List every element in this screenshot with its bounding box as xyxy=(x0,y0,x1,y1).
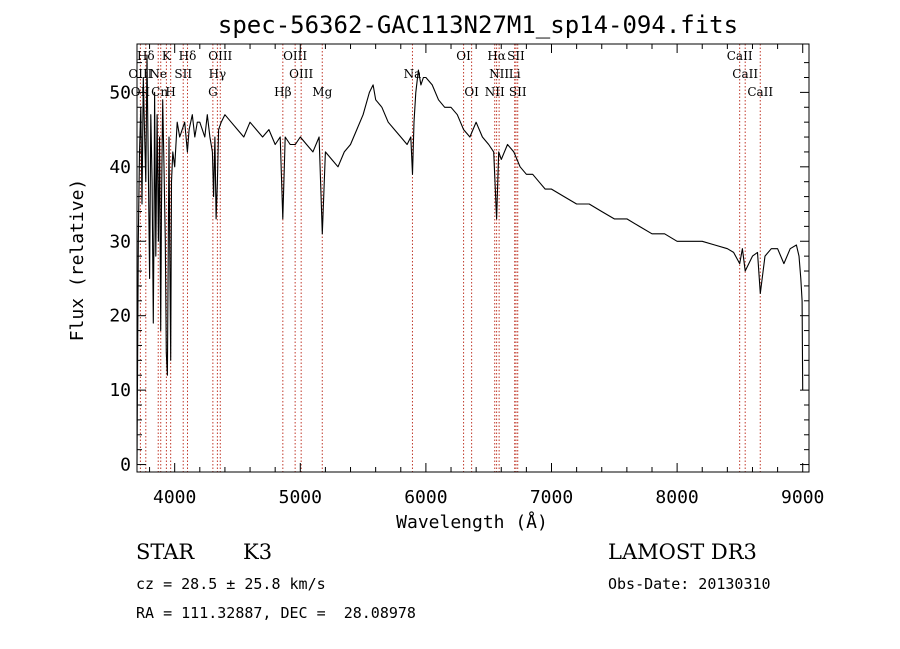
x-tick-label: 5000 xyxy=(279,487,322,508)
line-annotation: CaII xyxy=(727,49,753,63)
line-annotation: Li xyxy=(509,67,521,81)
line-annotation: K xyxy=(162,49,172,63)
line-annotation: G xyxy=(208,85,218,99)
line-annotation: Ne xyxy=(149,67,167,81)
line-annotation: SII xyxy=(509,85,527,99)
line-annotation: Hα xyxy=(487,49,506,63)
y-tick-label: 20 xyxy=(109,306,131,327)
line-annotation: CaII xyxy=(747,85,773,99)
line-annotation: OI xyxy=(464,85,479,99)
redshift-velocity: cz = 28.5 ± 25.8 km/s xyxy=(136,575,326,593)
line-annotation: CaII xyxy=(732,67,758,81)
line-annotation: Na xyxy=(404,67,422,81)
x-tick-label: 8000 xyxy=(655,487,698,508)
line-annotation: SII xyxy=(507,49,525,63)
survey-name: LAMOST DR3 xyxy=(608,540,757,564)
line-annotation: H xyxy=(165,85,175,99)
chart-title: spec-56362-GAC113N27M1_sp14-094.fits xyxy=(218,11,738,39)
x-axis: 4000 5000 6000 7000 8000 9000 xyxy=(149,44,824,508)
line-annotation: OIII xyxy=(208,49,232,63)
line-annotation: OIII xyxy=(289,67,313,81)
line-annotation: OIII xyxy=(283,49,307,63)
line-annotation: Hδ xyxy=(179,49,197,63)
object-subclass: K3 xyxy=(243,540,273,564)
y-tick-label: 30 xyxy=(109,231,131,252)
line-annotation: OI xyxy=(456,49,471,63)
line-annotation: NII xyxy=(489,67,509,81)
y-tick-label: 50 xyxy=(109,82,131,103)
x-tick-label: 9000 xyxy=(781,487,824,508)
object-class: STAR xyxy=(136,540,195,564)
y-tick-label: 10 xyxy=(109,380,131,401)
x-tick-label: 7000 xyxy=(530,487,573,508)
line-annotation: SII xyxy=(174,67,192,81)
coordinates: RA = 111.32887, DEC = 28.08978 xyxy=(136,604,416,622)
line-annotation: Hγ xyxy=(209,67,227,81)
y-axis: 0 10 20 30 40 50 xyxy=(109,62,809,476)
y-tick-label: 40 xyxy=(109,157,131,178)
line-annotation: NII xyxy=(485,85,505,99)
y-axis-label: Flux (relative) xyxy=(67,179,88,342)
line-annotation: Hδ xyxy=(137,49,155,63)
x-tick-label: 4000 xyxy=(153,487,196,508)
spectrum-chart: spec-56362-GAC113N27M1_sp14-094.fits Hδ K… xyxy=(67,11,824,533)
line-annotation: Mg xyxy=(312,85,332,99)
spectrum-line xyxy=(136,54,804,465)
line-markers xyxy=(139,44,761,472)
line-annotation: Hβ xyxy=(274,85,291,99)
y-tick-label: 0 xyxy=(120,455,131,476)
plot-frame xyxy=(136,43,810,473)
x-axis-label: Wavelength (Å) xyxy=(396,511,548,533)
x-tick-label: 6000 xyxy=(404,487,447,508)
observation-date: Obs-Date: 20130310 xyxy=(608,575,771,593)
line-annotation: Cn xyxy=(151,85,168,99)
